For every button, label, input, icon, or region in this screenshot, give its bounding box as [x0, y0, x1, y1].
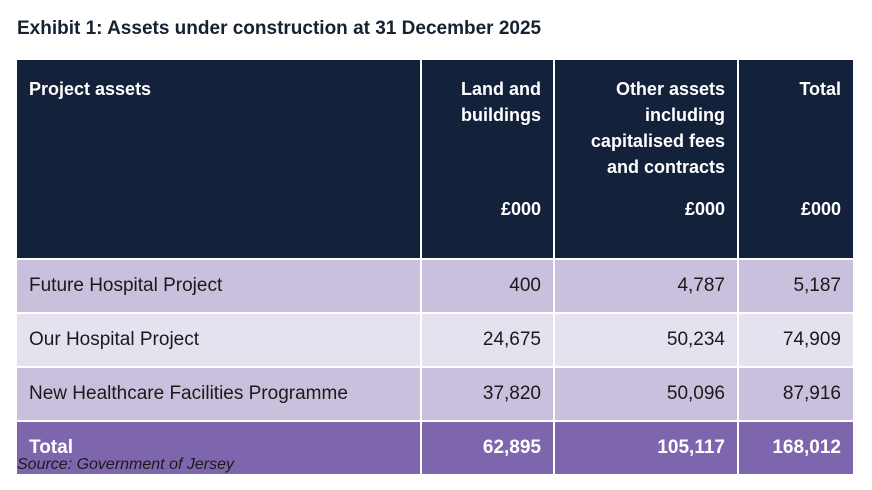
assets-table: Project assets Land and buildings £000 O… — [17, 60, 853, 474]
total-other-cell: 105,117 — [553, 420, 738, 474]
table-row: Our Hospital Project 24,675 50,234 74,90… — [17, 312, 853, 367]
other-value-cell: 50,234 — [553, 312, 738, 367]
header-unit: £000 — [684, 199, 725, 219]
table-row: Future Hospital Project 400 4,787 5,187 — [17, 258, 853, 313]
table-row: New Healthcare Facilities Programme 37,8… — [17, 366, 853, 421]
land-value-cell: 400 — [420, 258, 554, 313]
header-label: Total — [799, 79, 841, 99]
header-project-assets: Project assets — [17, 60, 421, 259]
grand-total-cell: 168,012 — [737, 420, 853, 474]
total-label-cell: Total — [17, 420, 421, 474]
header-label: Project assets — [29, 79, 152, 99]
header-total: Total £000 — [737, 60, 853, 259]
other-value-cell: 4,787 — [553, 258, 738, 313]
exhibit-title: Exhibit 1: Assets under construction at … — [17, 18, 542, 39]
source-note: Source: Government of Jersey — [17, 456, 234, 473]
header-land-buildings: Land and buildings £000 — [420, 60, 554, 259]
header-label: Other assets including capitalised fees … — [590, 79, 725, 177]
project-name-cell: Future Hospital Project — [17, 258, 421, 313]
header-label: Land and buildings — [461, 79, 541, 125]
header-other-assets: Other assets including capitalised fees … — [553, 60, 738, 259]
land-value-cell: 37,820 — [420, 366, 554, 421]
header-unit: £000 — [500, 199, 541, 219]
other-value-cell: 50,096 — [553, 366, 738, 421]
land-value-cell: 24,675 — [420, 312, 554, 367]
total-value-cell: 5,187 — [737, 258, 853, 313]
total-value-cell: 74,909 — [737, 312, 853, 367]
total-value-cell: 87,916 — [737, 366, 853, 421]
total-land-cell: 62,895 — [420, 420, 554, 474]
project-name-cell: Our Hospital Project — [17, 312, 421, 367]
project-name-cell: New Healthcare Facilities Programme — [17, 366, 421, 421]
header-unit: £000 — [800, 199, 841, 219]
table-header-row: Project assets Land and buildings £000 O… — [17, 60, 853, 259]
table-total-row: Total 62,895 105,117 168,012 — [17, 420, 853, 474]
